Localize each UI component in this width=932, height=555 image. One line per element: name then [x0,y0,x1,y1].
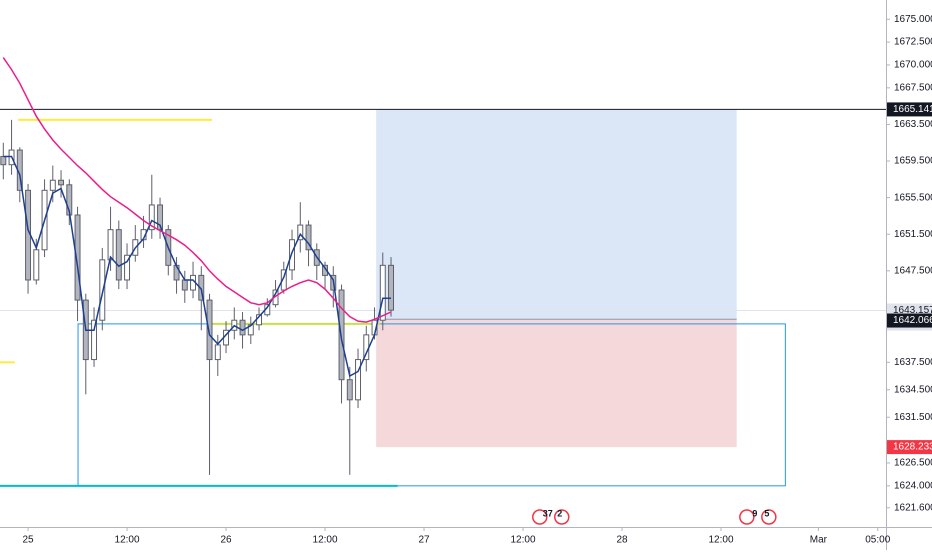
candle-body [198,274,205,301]
candle-body [181,279,188,291]
moving-average [2,57,392,323]
y-tick-label: 1675.000 [894,14,932,25]
candle-body [280,269,287,291]
x-tick-label: 27 [418,535,430,546]
position-loss-zone [376,319,737,448]
x-tick-label: 12:00 [708,535,733,546]
candle-body [91,319,98,361]
candle-body [355,359,362,401]
candle-body [0,155,7,166]
price-tag-label: 1665.141 [893,104,932,115]
candle-body [388,264,395,311]
candle-body [148,204,155,231]
candle-body [107,229,114,261]
y-tick-label: 1626.500 [894,458,932,469]
y-tick-label: 1667.500 [894,82,932,93]
x-tick-label: 28 [616,535,628,546]
candle-body [289,239,296,271]
y-tick-label: 1634.500 [894,384,932,395]
candle-body [49,179,56,191]
y-tick-label: 1672.500 [894,37,932,48]
x-tick-label: Mar [810,535,828,546]
candle-body [58,179,65,186]
x-tick-label: 26 [220,535,232,546]
price-tag-label: 1642.066 [893,315,932,326]
candle-body [239,319,246,336]
y-tick-label: 1663.500 [894,119,932,130]
price-tag-label: 1643.157 [893,305,932,316]
candle-body [214,344,221,361]
price-tag [887,440,932,455]
candle-body [33,249,40,281]
moving-average [3,155,391,378]
event-label: 2 [557,508,562,518]
event-label: 5 [764,508,769,518]
x-tick-label: 12:00 [115,535,140,546]
y-tick-label: 1659.500 [894,156,932,167]
candle-body [74,214,81,301]
candle-body [99,259,106,321]
candle-body [297,224,304,241]
y-tick-label: 1637.500 [894,357,932,368]
event-icon [761,509,777,525]
candle-body [322,264,329,276]
event-label: 37 [543,508,553,518]
candle-body [305,224,312,251]
y-tick-label: 1631.500 [894,412,932,423]
price-tag-label: 1628.233 [893,442,932,453]
y-tick-label: 1651.500 [894,229,932,240]
price-tag [887,102,932,117]
y-tick-label: 1624.000 [894,480,932,491]
x-tick-label: 12:00 [313,535,338,546]
x-tick-label: 25 [22,535,34,546]
y-tick-label: 1670.000 [894,60,932,71]
price-tag [887,313,932,328]
position-profit-zone [376,109,737,320]
candle-body [115,229,122,281]
x-tick-label: 05:00 [865,535,890,546]
event-icon [532,509,548,525]
rectangle-drawing [77,323,786,487]
candle-body [206,299,213,361]
candle-body [124,254,131,281]
candle-body [379,264,386,321]
event-icon [554,509,570,525]
event-label: 9 [752,508,757,518]
candle-body [346,379,353,401]
x-tick-label: 12:00 [511,535,536,546]
y-tick-label: 1647.500 [894,265,932,276]
event-icon [739,509,755,525]
candle-body [157,204,164,231]
y-tick-label: 1655.500 [894,192,932,203]
y-tick-label: 1621.600 [894,502,932,513]
